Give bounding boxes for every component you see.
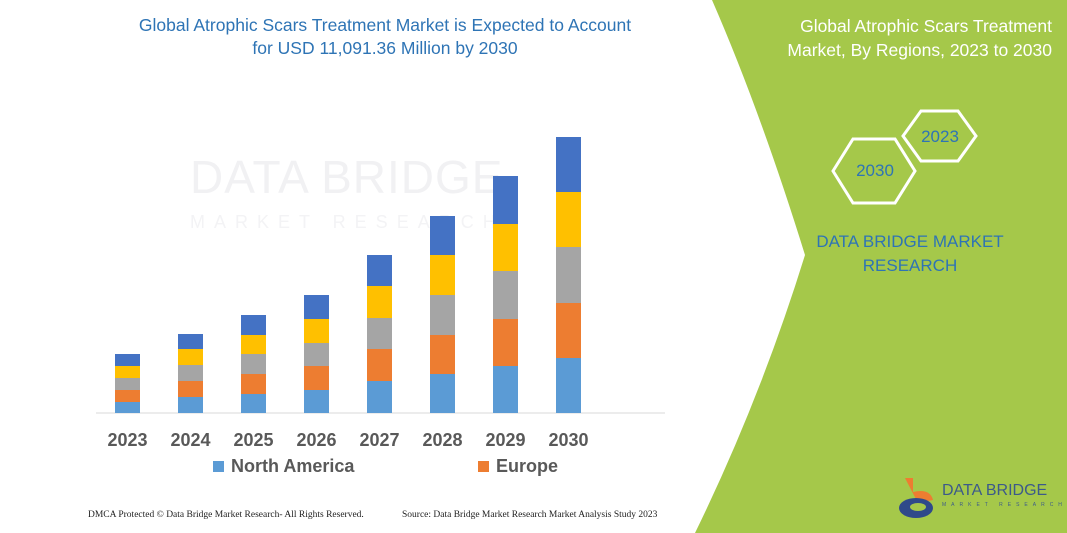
bar-segment-2028-series-5 (430, 216, 455, 255)
footer-copyright: DMCA Protected © Data Bridge Market Rese… (88, 510, 364, 520)
legend-label: North America (231, 456, 355, 476)
x-tick-label: 2027 (359, 430, 400, 450)
x-tick-label: 2030 (548, 430, 589, 450)
watermark: DATA BRIDGE (190, 151, 504, 203)
bar-segment-2027-north-america (367, 381, 392, 413)
watermark-sub: MARKET RESEARCH (190, 212, 505, 232)
bar-segment-2030-north-america (556, 358, 581, 413)
hex-label-2030: 2030 (856, 161, 894, 180)
bar-segment-2023-series-4 (115, 366, 140, 378)
bar-segment-2028-series-3 (430, 295, 455, 335)
logo-subtext: MARKET RESEARCH (942, 502, 1067, 508)
hexagon-2023 (901, 109, 978, 163)
bar-segment-2027-series-3 (367, 318, 392, 349)
bar-segment-2028-europe (430, 335, 455, 374)
legend-europe: Europe (478, 456, 558, 477)
bar-segment-2025-series-3 (241, 354, 266, 374)
bar-segment-2027-series-4 (367, 286, 392, 318)
bar-segment-2029-series-5 (493, 176, 518, 224)
bar-segment-2030-europe (556, 303, 581, 358)
bar-segment-2026-series-3 (304, 343, 329, 366)
bar-segment-2030-series-4 (556, 192, 581, 247)
legend-north-america: North America (213, 456, 354, 477)
bar-segment-2023-series-5 (115, 354, 140, 366)
bar-segment-2026-series-5 (304, 295, 329, 319)
brand-line-1: DATA BRIDGE MARKET (816, 232, 1004, 251)
bar-segment-2026-north-america (304, 390, 329, 413)
bar-segment-2024-series-4 (178, 349, 203, 365)
x-tick-label: 2023 (107, 430, 148, 450)
legend-swatch-europe (478, 461, 489, 472)
bar-segment-2026-europe (304, 366, 329, 390)
side-title-line-1: Global Atrophic Scars Treatment (800, 16, 1052, 36)
bar-segment-2025-north-america (241, 394, 266, 413)
brand-text: DATA BRIDGE MARKET RESEARCH (805, 230, 1015, 278)
bar-segment-2026-series-4 (304, 319, 329, 343)
bar-segment-2024-europe (178, 381, 203, 397)
title-line-2: for USD 11,091.36 Million by 2030 (252, 38, 518, 58)
legend-label: Europe (496, 456, 559, 476)
bar-segment-2023-europe (115, 390, 140, 402)
side-title-line-2: Market, By Regions, 2023 to 2030 (787, 40, 1052, 60)
bar-segment-2024-north-america (178, 397, 203, 413)
bar-segment-2029-series-3 (493, 271, 518, 319)
x-tick-label: 2028 (422, 430, 463, 450)
bar-segment-2027-europe (367, 349, 392, 381)
bar-segment-2028-series-4 (430, 255, 455, 295)
bar-segment-2025-europe (241, 374, 266, 394)
bar-segment-2030-series-5 (556, 137, 581, 192)
footer-source: Source: Data Bridge Market Research Mark… (402, 510, 658, 520)
data-bridge-logo-icon (899, 478, 933, 518)
side-panel-title: Global Atrophic Scars Treatment Market, … (760, 14, 1052, 62)
brand-line-2: RESEARCH (862, 256, 958, 275)
x-tick-label: 2026 (296, 430, 337, 450)
title-line-1: Global Atrophic Scars Treatment Market i… (138, 15, 632, 35)
x-tick-label: 2024 (170, 430, 211, 450)
stacked-bar-chart (96, 137, 665, 414)
bar-segment-2029-europe (493, 319, 518, 366)
chart-title: Global Atrophic Scars Treatment Market i… (95, 14, 675, 60)
x-tick-label: 2025 (233, 430, 274, 450)
bar-segment-2027-series-5 (367, 255, 392, 286)
bar-segment-2029-north-america (493, 366, 518, 413)
bar-segment-2025-series-5 (241, 315, 266, 335)
bar-segment-2023-north-america (115, 402, 140, 413)
hex-label-2023: 2023 (921, 127, 959, 146)
logo-text: DATA BRIDGE (942, 482, 1048, 499)
bar-segment-2024-series-5 (178, 334, 203, 349)
bar-segment-2023-series-3 (115, 378, 140, 390)
legend-swatch-north-america (213, 461, 224, 472)
bar-segment-2024-series-3 (178, 365, 203, 381)
x-tick-label: 2029 (485, 430, 526, 450)
hexagon-2030 (831, 137, 917, 205)
bar-segment-2030-series-3 (556, 247, 581, 303)
bar-segment-2025-series-4 (241, 335, 266, 354)
bar-segment-2029-series-4 (493, 224, 518, 271)
bar-segment-2028-north-america (430, 374, 455, 413)
